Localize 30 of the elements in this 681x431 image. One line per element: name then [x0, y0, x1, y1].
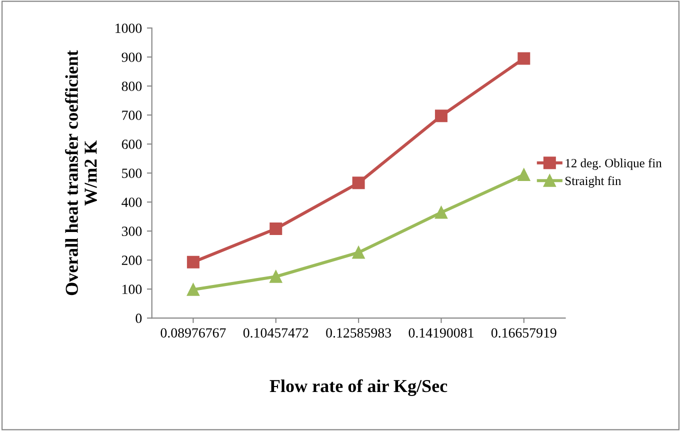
y-axis-title: Overall heat transfer coefficient W/m2 K	[65, 50, 97, 296]
point	[434, 206, 448, 219]
point	[518, 52, 530, 65]
point	[186, 283, 200, 296]
x-tick-label: 0.08976767	[160, 328, 226, 338]
y-tick-label: 100	[122, 284, 142, 294]
point	[270, 222, 282, 235]
point	[186, 256, 200, 268]
x-tick-label: 0.16657919	[491, 328, 556, 338]
y-tick-label: 800	[122, 82, 142, 91]
x-tick-label: 0.14190081	[408, 328, 474, 338]
point	[434, 110, 448, 122]
y-tick-label: 500	[122, 168, 142, 178]
point	[518, 168, 530, 182]
x-axis-title: Flow rate of air Kg/Sec	[270, 379, 448, 396]
point	[352, 246, 365, 259]
y-tick-label: 900	[122, 52, 142, 62]
point	[270, 270, 282, 283]
y-tick-label: 700	[122, 110, 142, 120]
y-tick-label: 300	[122, 226, 142, 236]
x-tick-label: 0.10457472	[243, 328, 308, 338]
y-tick-label: 600	[122, 140, 142, 149]
x-tick-label: 0.12585983	[326, 328, 391, 338]
y-tick-label: 400	[122, 198, 142, 208]
y-tick-label: 200	[122, 256, 142, 266]
y-tick-label: 0	[136, 314, 142, 324]
legend-label: 12 deg. Oblique fin	[566, 158, 662, 170]
legend-label: Straight fin	[565, 176, 622, 188]
point	[352, 176, 365, 190]
y-tick-label: 1000	[116, 24, 142, 33]
